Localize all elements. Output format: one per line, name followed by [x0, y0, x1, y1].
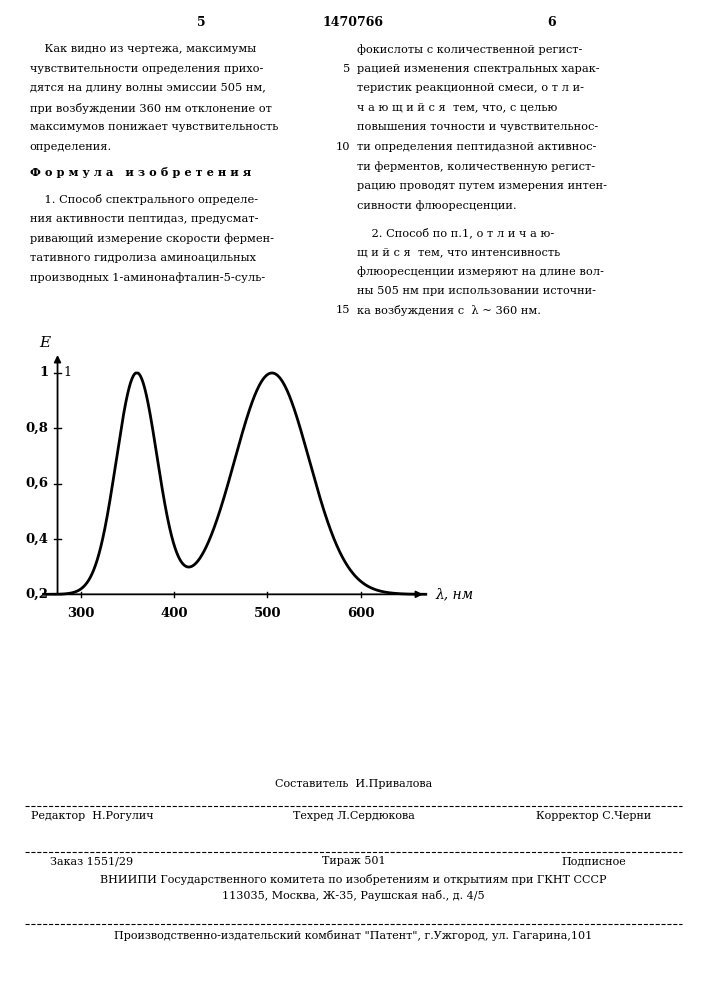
Text: 2. Способ по п.1, о т л и ч а ю-: 2. Способ по п.1, о т л и ч а ю- — [357, 227, 554, 238]
Text: 5: 5 — [343, 64, 350, 74]
Text: 0,4: 0,4 — [25, 532, 48, 545]
Text: ка возбуждения с  λ ~ 360 нм.: ка возбуждения с λ ~ 360 нм. — [357, 305, 541, 316]
Text: Подписное: Подписное — [561, 856, 626, 866]
Text: рацией изменения спектральных харак-: рацией изменения спектральных харак- — [357, 64, 600, 74]
Text: Заказ 1551/29: Заказ 1551/29 — [50, 856, 134, 866]
Text: Составитель  И.Привалова: Составитель И.Привалова — [275, 779, 432, 789]
Text: при возбуждении 360 нм отклонение от: при возбуждении 360 нм отклонение от — [30, 103, 271, 113]
Text: 500: 500 — [254, 607, 281, 620]
Text: сивности флюоресценции.: сивности флюоресценции. — [357, 200, 517, 211]
Text: 1470766: 1470766 — [323, 16, 384, 29]
Text: 0,2: 0,2 — [25, 588, 48, 601]
Text: ч а ю щ и й с я  тем, что, с целью: ч а ю щ и й с я тем, что, с целью — [357, 103, 557, 112]
Text: 1. Способ спектрального определе-: 1. Способ спектрального определе- — [30, 194, 258, 205]
Text: производных 1-аминонафталин-5-суль-: производных 1-аминонафталин-5-суль- — [30, 272, 265, 283]
Text: повышения точности и чувствительнос-: повышения точности и чувствительнос- — [357, 122, 598, 132]
Text: 0,6: 0,6 — [25, 477, 48, 490]
Text: максимумов понижает чувствительность: максимумов понижает чувствительность — [30, 122, 278, 132]
Text: 1: 1 — [39, 366, 48, 379]
Text: ривающий измерение скорости фермен-: ривающий измерение скорости фермен- — [30, 233, 274, 244]
Text: фокислоты с количественной регист-: фокислоты с количественной регист- — [357, 44, 583, 55]
Text: 113035, Москва, Ж-35, Раушская наб., д. 4/5: 113035, Москва, Ж-35, Раушская наб., д. … — [222, 890, 485, 901]
Text: чувствительности определения прихо-: чувствительности определения прихо- — [30, 64, 263, 74]
Text: ти ферментов, количественную регист-: ти ферментов, количественную регист- — [357, 161, 595, 172]
Text: дятся на длину волны эмиссии 505 нм,: дятся на длину волны эмиссии 505 нм, — [30, 83, 266, 93]
Text: 400: 400 — [160, 607, 188, 620]
Text: 10: 10 — [335, 142, 350, 152]
Text: флюоресценции измеряют на длине вол-: флюоресценции измеряют на длине вол- — [357, 266, 604, 277]
Text: теристик реакционной смеси, о т л и-: теристик реакционной смеси, о т л и- — [357, 83, 584, 93]
Text: Техред Л.Сердюкова: Техред Л.Сердюкова — [293, 811, 414, 821]
Text: 300: 300 — [67, 607, 95, 620]
Text: рацию проводят путем измерения интен-: рацию проводят путем измерения интен- — [357, 181, 607, 191]
Text: 0,8: 0,8 — [25, 422, 48, 435]
Text: 5: 5 — [197, 16, 206, 29]
Text: Тираж 501: Тираж 501 — [322, 856, 385, 866]
Text: ВНИИПИ Государственного комитета по изобретениям и открытиям при ГКНТ СССР: ВНИИПИ Государственного комитета по изоб… — [100, 874, 607, 885]
Text: Редактор  Н.Рогулич: Редактор Н.Рогулич — [30, 811, 153, 821]
Text: E: E — [39, 336, 50, 350]
Text: Производственно-издательский комбинат "Патент", г.Ужгород, ул. Гагарина,101: Производственно-издательский комбинат "П… — [115, 930, 592, 941]
Text: ны 505 нм при использовании источни-: ны 505 нм при использовании источни- — [357, 286, 596, 296]
Text: ния активности пептидаз, предусмат-: ния активности пептидаз, предусмат- — [30, 214, 258, 224]
Text: тативного гидролиза аминоацильных: тативного гидролиза аминоацильных — [30, 253, 256, 263]
Text: щ и й с я  тем, что интенсивность: щ и й с я тем, что интенсивность — [357, 247, 560, 257]
Text: λ, нм: λ, нм — [435, 587, 473, 601]
Text: Корректор С.Черни: Корректор С.Черни — [536, 811, 652, 821]
Text: 15: 15 — [335, 305, 350, 315]
Text: определения.: определения. — [30, 142, 112, 152]
Text: Ф о р м у л а   и з о б р е т е н и я: Ф о р м у л а и з о б р е т е н и я — [30, 167, 251, 178]
Text: ти определения пептидазной активнос-: ти определения пептидазной активнос- — [357, 142, 597, 152]
Text: Как видно из чертежа, максимумы: Как видно из чертежа, максимумы — [30, 44, 256, 54]
Text: 600: 600 — [346, 607, 374, 620]
Text: 6: 6 — [547, 16, 556, 29]
Text: 1: 1 — [63, 366, 71, 379]
